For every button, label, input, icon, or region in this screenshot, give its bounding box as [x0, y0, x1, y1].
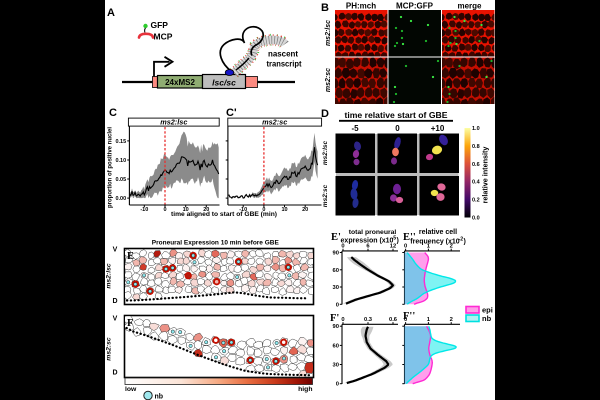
- svg-text:relative intensity: relative intensity: [481, 147, 490, 204]
- svg-text:0: 0: [336, 382, 339, 388]
- svg-text:20: 20: [203, 207, 209, 213]
- svg-text:+10: +10: [431, 124, 445, 133]
- svg-text:0: 0: [404, 244, 407, 250]
- svg-text:6: 6: [366, 244, 370, 250]
- svg-text:90: 90: [333, 251, 339, 257]
- svg-text:D: D: [112, 370, 117, 377]
- svg-text:ms2:lsc: ms2:lsc: [325, 20, 332, 46]
- svg-text:2: 2: [450, 317, 453, 323]
- svg-text:E'': E'': [403, 232, 416, 243]
- svg-text:60: 60: [333, 343, 339, 349]
- svg-text:ms2:sc: ms2:sc: [322, 184, 329, 207]
- svg-text:ms2:lsc: ms2:lsc: [106, 263, 113, 289]
- svg-text:12: 12: [390, 244, 396, 250]
- svg-text:90: 90: [333, 324, 339, 330]
- svg-text:ms2:sc: ms2:sc: [325, 68, 332, 92]
- svg-text:1: 1: [427, 244, 431, 250]
- svg-text:10: 10: [183, 207, 189, 213]
- svg-text:A: A: [107, 7, 115, 19]
- svg-text:60: 60: [333, 268, 339, 274]
- svg-text:MCP:GFP: MCP:GFP: [396, 2, 434, 11]
- svg-text:-10: -10: [239, 207, 247, 213]
- svg-text:): ): [397, 238, 399, 245]
- svg-text:B: B: [321, 2, 329, 14]
- svg-text:30: 30: [333, 363, 339, 369]
- svg-text:relative cell: relative cell: [419, 229, 457, 236]
- svg-text:0: 0: [404, 317, 407, 323]
- svg-text:transcript: transcript: [267, 60, 302, 69]
- svg-text:30: 30: [333, 285, 339, 291]
- svg-text:V: V: [113, 247, 118, 254]
- svg-text:low: low: [125, 386, 137, 393]
- svg-text:V: V: [113, 316, 118, 323]
- svg-text:D: D: [112, 298, 117, 305]
- svg-text:merge: merge: [457, 2, 482, 11]
- svg-text:1.0: 1.0: [472, 126, 480, 132]
- svg-text:expression (x10: expression (x10: [341, 238, 394, 245]
- svg-text:20: 20: [302, 207, 308, 213]
- svg-text:0.2: 0.2: [472, 198, 480, 204]
- svg-text:nascent: nascent: [268, 50, 298, 59]
- svg-text:time aligned to start of GBE (: time aligned to start of GBE (min): [171, 211, 277, 218]
- svg-text:MCP: MCP: [154, 32, 173, 42]
- svg-text:ms2:lsc: ms2:lsc: [160, 118, 187, 127]
- svg-text:-5: -5: [351, 124, 359, 133]
- svg-text:0.10: 0.10: [115, 158, 126, 164]
- svg-text:1: 1: [427, 317, 431, 323]
- svg-text:E': E': [331, 232, 341, 243]
- svg-text:frequency (x10: frequency (x10: [410, 239, 460, 246]
- svg-text:epi: epi: [482, 306, 493, 315]
- svg-text:F': F': [330, 313, 339, 324]
- svg-text:E: E: [127, 251, 134, 262]
- svg-text:0: 0: [395, 124, 400, 133]
- svg-text:2: 2: [450, 244, 453, 250]
- svg-text:0: 0: [262, 207, 265, 213]
- svg-text:0: 0: [163, 207, 166, 213]
- svg-text:-5: -5: [392, 236, 397, 242]
- svg-text:0.15: 0.15: [115, 139, 126, 145]
- svg-text:GFP: GFP: [151, 20, 169, 30]
- svg-text:D: D: [321, 108, 329, 120]
- svg-text:ms2:sc: ms2:sc: [262, 118, 287, 127]
- svg-text:PH:mch: PH:mch: [346, 2, 376, 11]
- svg-text:nb: nb: [155, 394, 164, 400]
- svg-text:0: 0: [341, 317, 344, 323]
- svg-text:Proneural Expression 10 min be: Proneural Expression 10 min before GBE: [152, 239, 279, 246]
- svg-text:proportion of positive nuclei: proportion of positive nuclei: [107, 127, 114, 208]
- svg-text:lsc/sc: lsc/sc: [212, 78, 236, 88]
- svg-text:24xMS2: 24xMS2: [165, 78, 195, 87]
- svg-text:-10: -10: [140, 207, 148, 213]
- svg-text:0.00: 0.00: [115, 196, 126, 202]
- svg-text:0.0: 0.0: [472, 216, 480, 222]
- svg-text:0: 0: [341, 244, 344, 250]
- svg-text:total proneural: total proneural: [349, 229, 397, 236]
- svg-text:): ): [464, 239, 466, 246]
- svg-text:0.05: 0.05: [115, 177, 126, 183]
- svg-text:0.3: 0.3: [364, 317, 373, 323]
- svg-text:0.4: 0.4: [472, 180, 481, 186]
- svg-text:high: high: [298, 386, 312, 393]
- svg-text:C': C': [226, 107, 237, 119]
- svg-text:0: 0: [336, 302, 339, 308]
- svg-text:nb: nb: [482, 314, 492, 323]
- svg-text:F'': F'': [403, 311, 415, 322]
- svg-text:ms2:sc: ms2:sc: [106, 337, 113, 361]
- svg-text:ms2:lsc: ms2:lsc: [322, 141, 329, 166]
- svg-text:10: 10: [281, 207, 287, 213]
- svg-text:-2: -2: [459, 237, 464, 243]
- svg-text:C: C: [109, 107, 117, 119]
- svg-text:0.8: 0.8: [472, 144, 480, 150]
- svg-text:F: F: [127, 318, 133, 329]
- svg-text:0.6: 0.6: [472, 162, 480, 168]
- svg-text:time relative start of GBE: time relative start of GBE: [345, 111, 449, 120]
- svg-text:0.6: 0.6: [389, 317, 398, 323]
